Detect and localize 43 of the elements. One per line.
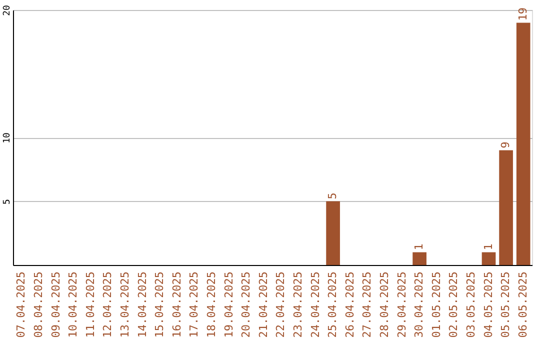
x-tick-label: 06.05.2025 bbox=[516, 272, 530, 338]
bar bbox=[482, 252, 496, 265]
x-tick-label: 11.04.2025 bbox=[84, 272, 97, 338]
data-label: 5 bbox=[326, 192, 340, 200]
data-label: 19 bbox=[516, 8, 530, 21]
x-tick-label: 25.04.2025 bbox=[326, 272, 340, 338]
data-label: 9 bbox=[499, 142, 512, 148]
bar bbox=[516, 22, 530, 265]
x-tick-label: 12.04.2025 bbox=[101, 272, 114, 338]
x-tick-label: 07.04.2025 bbox=[14, 272, 28, 338]
y-tick-label: 20 bbox=[2, 5, 12, 16]
x-tick-label: 26.04.2025 bbox=[343, 272, 356, 338]
x-tick-label: 18.04.2025 bbox=[204, 272, 218, 338]
y-tick-label: 10 bbox=[2, 132, 12, 144]
bar bbox=[499, 150, 513, 265]
x-tick-label: 29.04.2025 bbox=[395, 272, 408, 338]
x-tick-label: 09.04.2025 bbox=[49, 272, 62, 338]
x-tick-label: 08.04.2025 bbox=[32, 272, 45, 338]
x-tick-label: 27.04.2025 bbox=[360, 272, 374, 338]
x-tick-label: 03.05.2025 bbox=[464, 272, 478, 338]
x-tick-label: 19.04.2025 bbox=[222, 272, 236, 338]
x-tick-label: 04.05.2025 bbox=[482, 272, 495, 338]
bar bbox=[326, 201, 340, 265]
x-tick-label: 24.04.2025 bbox=[308, 272, 322, 338]
x-tick-label: 20.04.2025 bbox=[240, 272, 253, 338]
x-tick-label: 10.04.2025 bbox=[66, 272, 80, 338]
x-tick-label: 23.04.2025 bbox=[291, 272, 304, 338]
x-tick-label: 01.05.2025 bbox=[430, 272, 443, 338]
x-tick-label: 28.04.2025 bbox=[378, 272, 391, 338]
x-tick-label: 30.04.2025 bbox=[412, 272, 426, 338]
data-label: 1 bbox=[412, 244, 426, 250]
x-tick-label: 16.04.2025 bbox=[170, 272, 184, 338]
x-tick-label: 21.04.2025 bbox=[256, 272, 270, 338]
x-tick-label: 13.04.2025 bbox=[118, 272, 132, 338]
y-tick-label: 5 bbox=[2, 199, 12, 204]
x-tick-label: 05.05.2025 bbox=[499, 272, 512, 338]
bar bbox=[412, 252, 426, 265]
x-tick-label: 17.04.2025 bbox=[188, 272, 201, 338]
x-tick-label: 15.04.2025 bbox=[153, 272, 166, 338]
data-label: 1 bbox=[482, 244, 495, 250]
x-tick-label: 14.04.2025 bbox=[136, 272, 149, 338]
x-tick-label: 22.04.2025 bbox=[274, 272, 288, 338]
x-tick-label: 02.05.2025 bbox=[447, 272, 460, 338]
